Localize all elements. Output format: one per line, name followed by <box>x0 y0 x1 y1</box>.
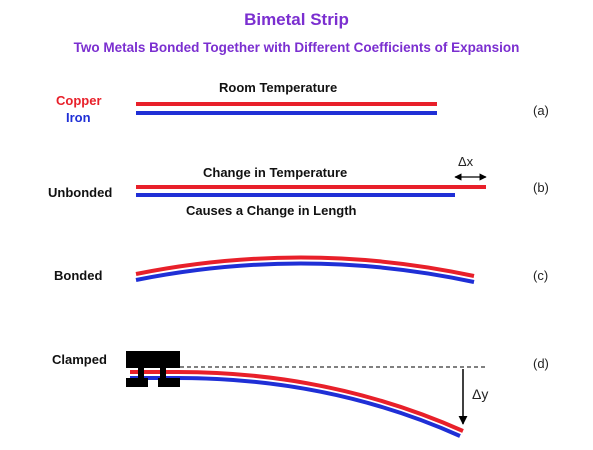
panel-d-tag: (d) <box>533 356 549 371</box>
clamp-icon <box>126 351 180 387</box>
panel-c-tag: (c) <box>533 268 549 283</box>
copper-strip-d <box>130 370 464 433</box>
unbonded-label: Unbonded <box>48 185 113 200</box>
diagram-subtitle: Two Metals Bonded Together with Differen… <box>73 40 520 55</box>
iron-label: Iron <box>66 110 91 125</box>
delta-x-label: Δx <box>458 154 474 169</box>
panel-a-tag: (a) <box>533 103 549 118</box>
bonded-label: Bonded <box>54 268 103 283</box>
iron-strip-d <box>130 376 461 438</box>
change-in-length-caption: Causes a Change in Length <box>186 203 357 218</box>
panel-b-tag: (b) <box>533 180 549 195</box>
clamped-label: Clamped <box>52 352 107 367</box>
change-in-temperature-caption: Change in Temperature <box>203 165 348 180</box>
iron-strip-c <box>135 261 475 284</box>
copper-strip-c <box>135 255 475 278</box>
copper-label: Copper <box>56 93 102 108</box>
room-temperature-caption: Room Temperature <box>219 80 338 95</box>
delta-y-label: Δy <box>472 386 489 402</box>
diagram-title: Bimetal Strip <box>244 10 349 29</box>
